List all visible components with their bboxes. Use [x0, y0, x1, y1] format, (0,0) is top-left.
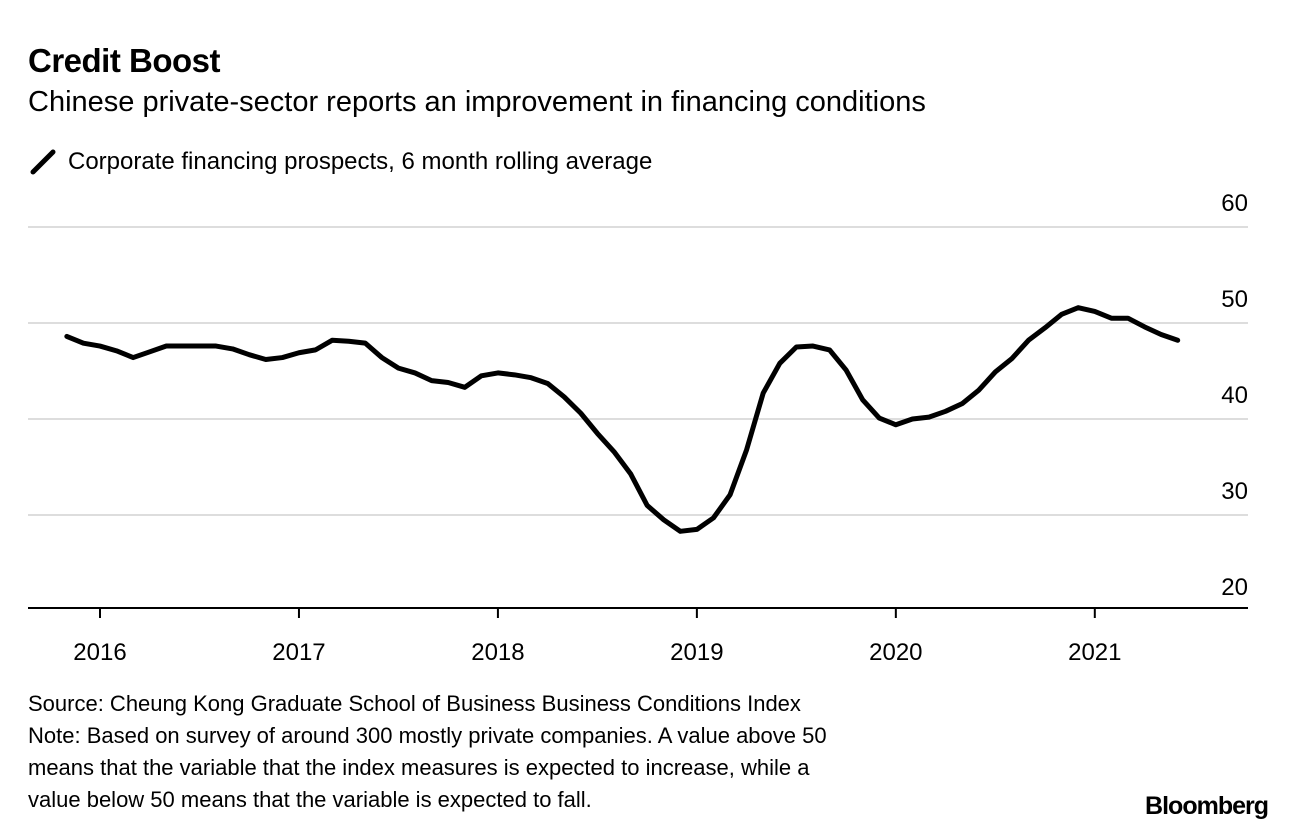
y-tick-label: 50 — [1221, 286, 1248, 313]
source-note: Source: Cheung Kong Graduate School of B… — [28, 691, 801, 716]
x-tick-label: 2021 — [1068, 639, 1121, 666]
note-line-2: means that the variable that the index m… — [28, 755, 810, 780]
legend-label: Corporate financing prospects, 6 month r… — [68, 148, 653, 175]
legend: Corporate financing prospects, 6 month r… — [30, 148, 652, 176]
series-line — [64, 305, 1181, 534]
line-swatch-icon — [30, 149, 56, 175]
chart-subtitle: Chinese private-sector reports an improv… — [28, 86, 926, 118]
y-tick-label: 60 — [1221, 190, 1248, 217]
y-tick-label: 30 — [1221, 478, 1248, 505]
x-tick-label: 2020 — [869, 639, 922, 666]
chart-title: Credit Boost — [28, 42, 221, 79]
note-line-1: Note: Based on survey of around 300 most… — [28, 723, 827, 748]
x-tick-label: 2016 — [73, 639, 126, 666]
y-tick-label: 20 — [1221, 574, 1248, 601]
x-tick-label: 2018 — [471, 639, 524, 666]
y-tick-label: 40 — [1221, 382, 1248, 409]
note-line-3: value below 50 means that the variable i… — [28, 787, 592, 812]
bloomberg-logo: Bloomberg — [1145, 792, 1269, 820]
x-tick-label: 2019 — [670, 639, 723, 666]
x-tick-label: 2017 — [272, 639, 325, 666]
